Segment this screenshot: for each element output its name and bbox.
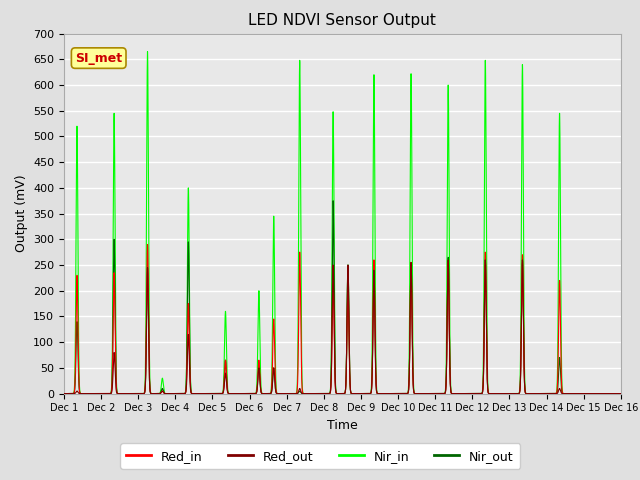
Text: SI_met: SI_met	[75, 51, 122, 65]
Title: LED NDVI Sensor Output: LED NDVI Sensor Output	[248, 13, 436, 28]
X-axis label: Time: Time	[327, 419, 358, 432]
Legend: Red_in, Red_out, Nir_in, Nir_out: Red_in, Red_out, Nir_in, Nir_out	[120, 444, 520, 469]
Y-axis label: Output (mV): Output (mV)	[15, 175, 28, 252]
